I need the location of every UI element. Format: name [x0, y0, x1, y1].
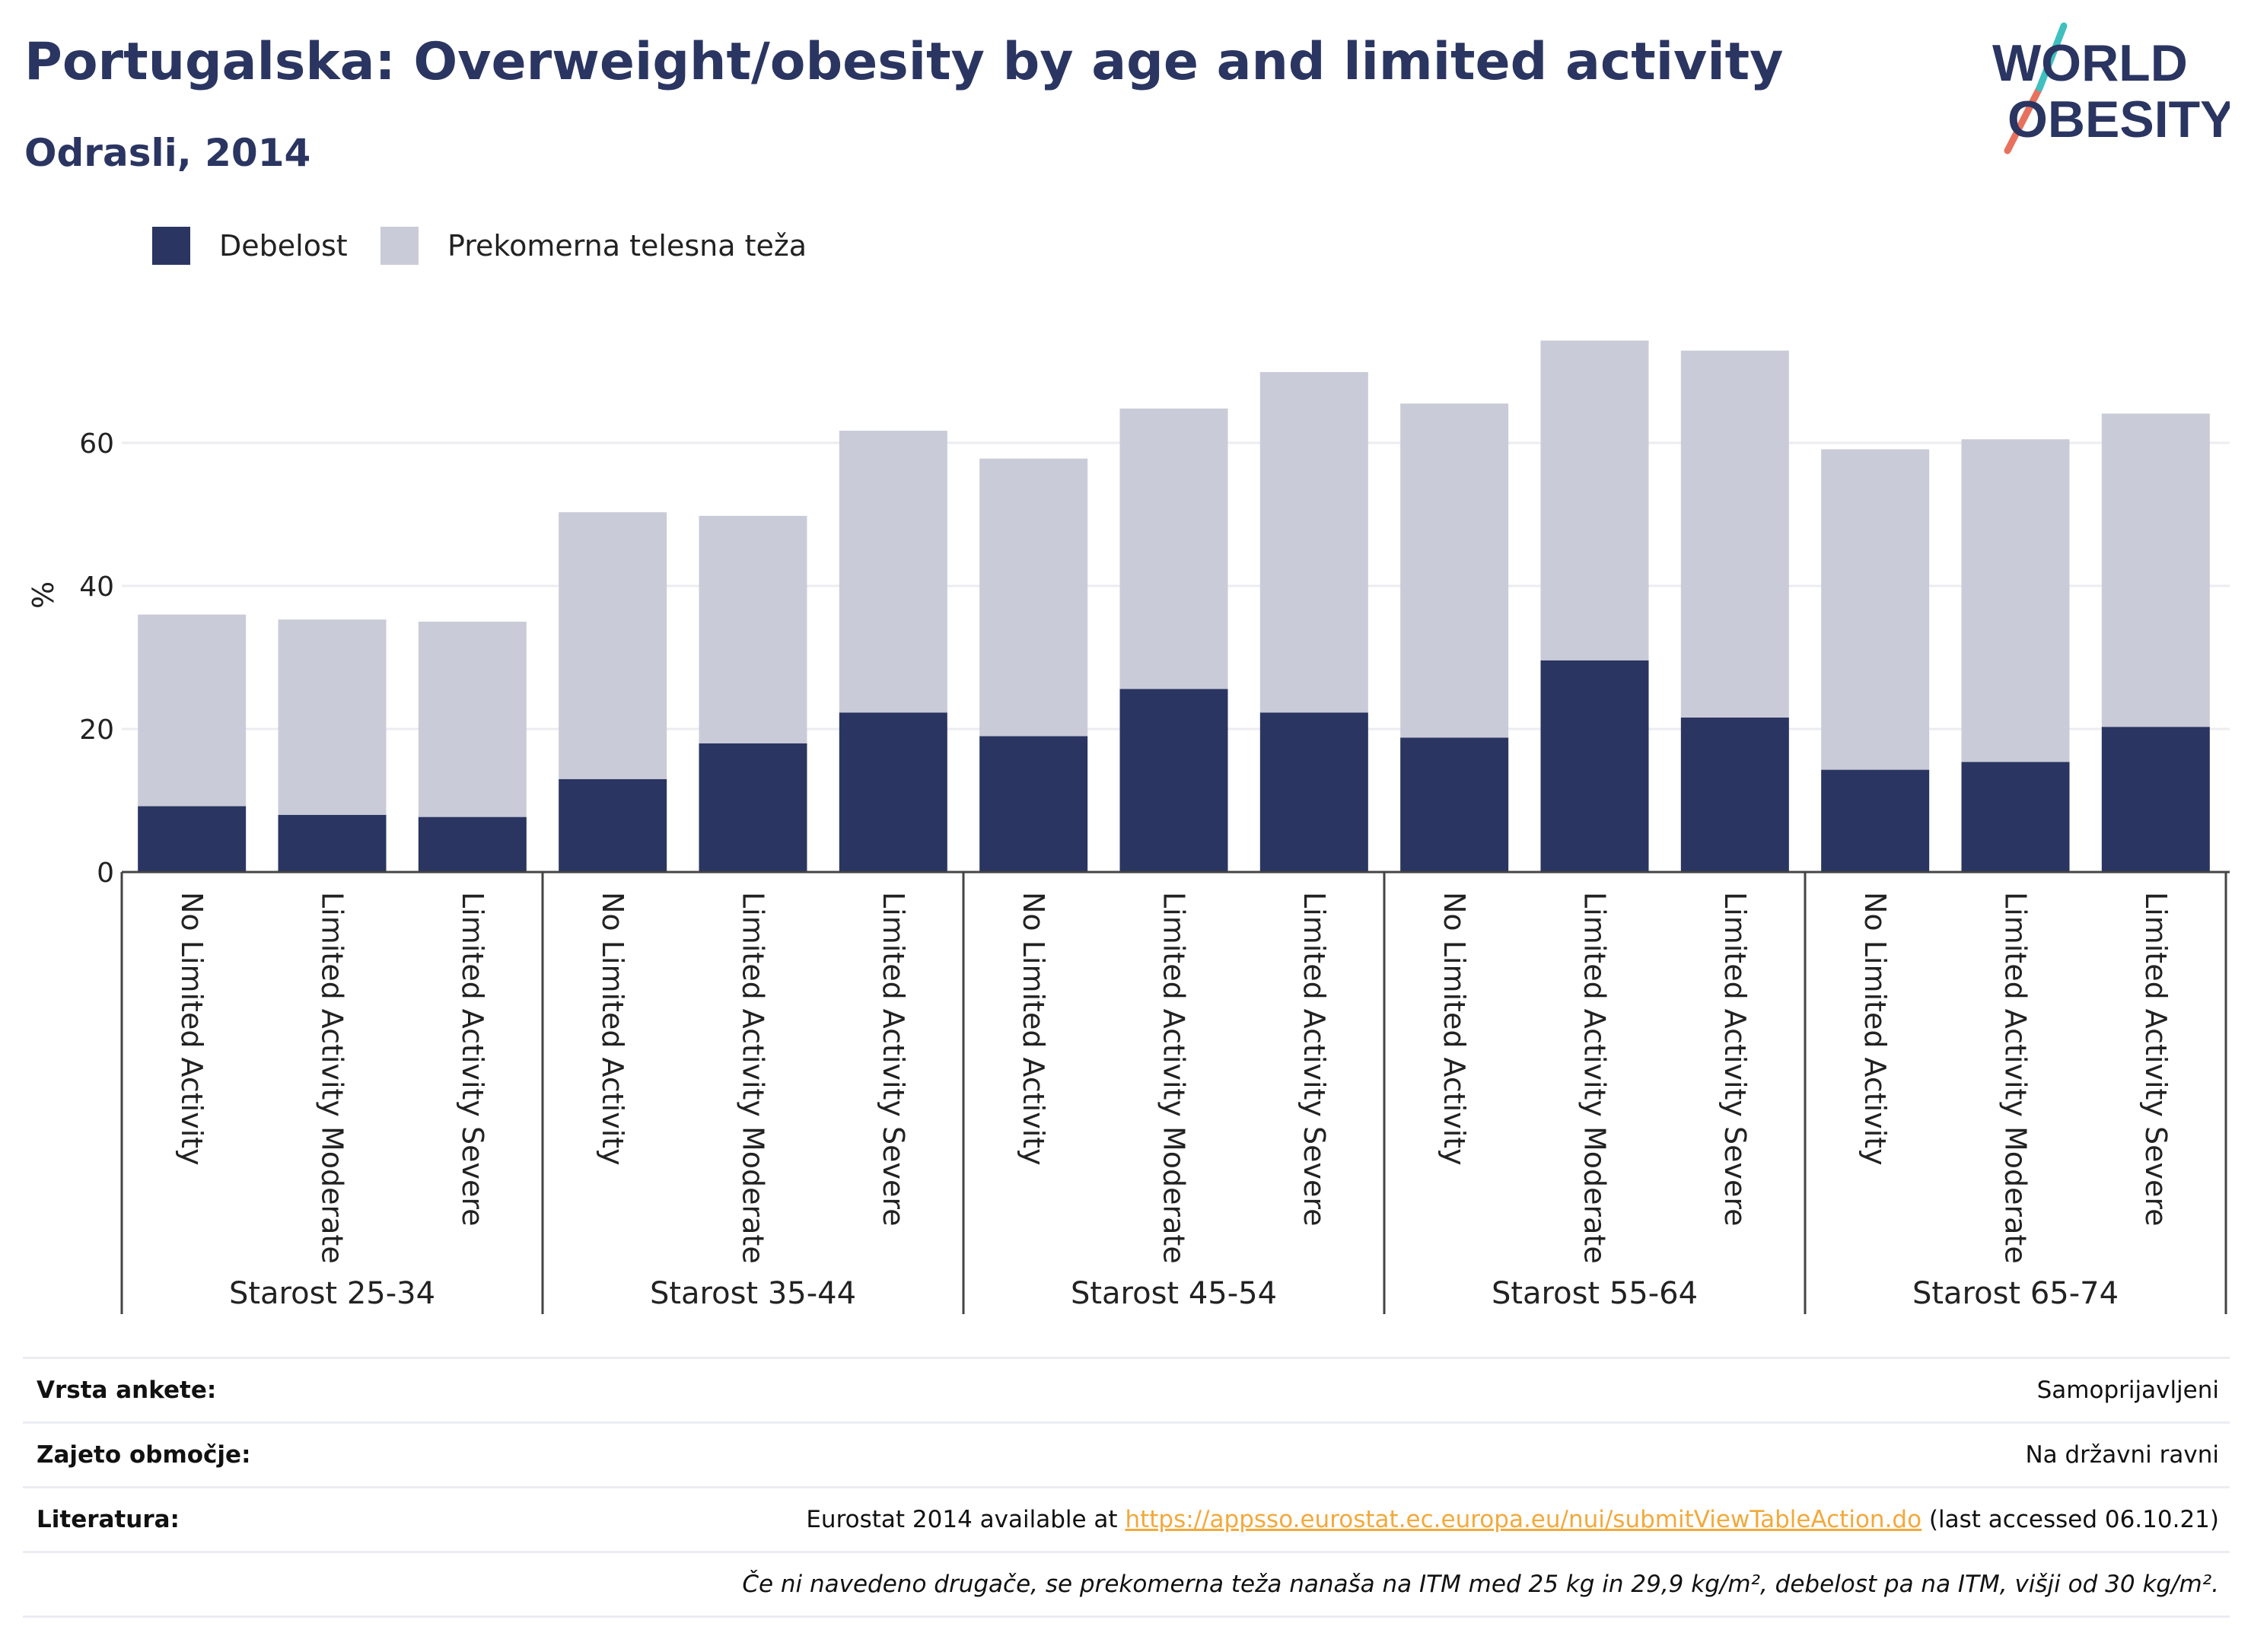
- x-tick-label: Limited Activity Severe: [877, 892, 910, 1227]
- logo-text-obesity: OBESITY: [2007, 91, 2230, 148]
- x-tick-label: Limited Activity Moderate: [1157, 892, 1191, 1264]
- bar-obesity-6[interactable]: [979, 736, 1088, 872]
- reference-link[interactable]: https://appsso.eurostat.ec.europa.eu/nui…: [1125, 1506, 1922, 1533]
- legend-label-overweight: Prekomerna telesna teža: [447, 229, 807, 263]
- group-label: Starost 45-54: [1071, 1276, 1277, 1311]
- bar-obesity-3[interactable]: [559, 778, 667, 872]
- bar-obesity-12[interactable]: [1821, 769, 1930, 872]
- bar-overweight-4[interactable]: [699, 515, 807, 743]
- bar-overweight-5[interactable]: [839, 431, 947, 713]
- bar-obesity-13[interactable]: [1961, 762, 2070, 872]
- axes: 0 20 40 60% No Limited Activity Limited Activ…: [27, 428, 2230, 1314]
- info-table: Vrsta ankete: Samoprijavljeni Zajeto obm…: [23, 1357, 2230, 1618]
- legend-swatch-obesity: [152, 227, 190, 265]
- stacked-bar-chart: 0 20 40 60% No Limited Activity Limited Activ…: [27, 340, 2230, 1314]
- bar-overweight-2[interactable]: [418, 622, 527, 817]
- group-label: Starost 35-44: [650, 1276, 856, 1311]
- y-tick-label: 0: [97, 858, 114, 889]
- x-tick-label: No Limited Activity: [1438, 892, 1471, 1166]
- survey-type-label: Vrsta ankete:: [37, 1377, 217, 1404]
- y-tick-label: 60: [79, 428, 114, 460]
- x-tick-label: Limited Activity Severe: [1718, 892, 1752, 1227]
- bars: [138, 340, 2210, 872]
- reference-prefix: Eurostat 2014 available at: [806, 1506, 1126, 1533]
- bar-overweight-8[interactable]: [1259, 371, 1368, 713]
- bar-overweight-7[interactable]: [1119, 408, 1228, 689]
- y-tick-label: 20: [79, 715, 114, 746]
- bar-obesity-7[interactable]: [1119, 689, 1228, 872]
- bar-overweight-0[interactable]: [138, 614, 247, 807]
- x-tick-label: Limited Activity Moderate: [316, 892, 349, 1264]
- x-tick-label: No Limited Activity: [175, 892, 209, 1166]
- x-tick-label: No Limited Activity: [1017, 892, 1050, 1166]
- info-row-reference: Literatura: Eurostat 2014 available at h…: [23, 1486, 2230, 1551]
- page-subtitle: Odrasli, 2014: [24, 131, 311, 175]
- x-tick-label: Limited Activity Moderate: [1578, 892, 1612, 1264]
- x-tick-label: Limited Activity Severe: [456, 892, 489, 1227]
- world-obesity-logo: WORLD OBESITY: [1992, 22, 2230, 154]
- y-tick-label: 40: [79, 571, 114, 603]
- page-title: Portugalska: Overweight/obesity by age a…: [24, 32, 1784, 92]
- bar-overweight-3[interactable]: [559, 512, 667, 779]
- info-row-coverage: Zajeto območje: Na državni ravni: [23, 1421, 2230, 1486]
- logo-slash-teal: [2036, 22, 2068, 92]
- x-tick-label: Limited Activity Moderate: [737, 892, 770, 1264]
- bar-overweight-11[interactable]: [1680, 350, 1789, 718]
- logo-slash-coral: [2004, 84, 2043, 154]
- x-tick-label: No Limited Activity: [1858, 892, 1892, 1166]
- bar-obesity-2[interactable]: [418, 816, 527, 872]
- reference-value: Eurostat 2014 available at https://appss…: [806, 1488, 2219, 1551]
- definition-note: Če ni navedeno drugače, se prekomerna te…: [742, 1571, 2219, 1598]
- bar-obesity-10[interactable]: [1540, 660, 1649, 872]
- x-tick-label: No Limited Activity: [596, 892, 629, 1166]
- legend-swatch-overweight: [380, 227, 419, 265]
- bar-overweight-6[interactable]: [979, 458, 1088, 737]
- info-row-note: Če ni navedeno drugače, se prekomerna te…: [23, 1551, 2230, 1618]
- coverage-label: Zajeto območje:: [37, 1441, 251, 1469]
- bar-obesity-8[interactable]: [1259, 712, 1368, 872]
- bar-obesity-1[interactable]: [278, 814, 387, 872]
- y-axis-label: %: [27, 581, 60, 609]
- bar-obesity-11[interactable]: [1680, 717, 1789, 872]
- bar-obesity-9[interactable]: [1400, 737, 1509, 872]
- reference-suffix: (last accessed 06.10.21): [1921, 1506, 2219, 1533]
- bar-overweight-13[interactable]: [1961, 439, 2070, 762]
- group-label: Starost 55-64: [1492, 1276, 1698, 1311]
- bar-obesity-5[interactable]: [839, 712, 947, 872]
- x-tick-label: Limited Activity Severe: [1297, 892, 1331, 1227]
- bar-obesity-0[interactable]: [138, 806, 247, 872]
- logo-text-world: WORLD: [1992, 34, 2188, 92]
- bar-overweight-10[interactable]: [1540, 340, 1649, 660]
- bar-overweight-1[interactable]: [278, 619, 387, 815]
- bar-obesity-4[interactable]: [699, 743, 807, 872]
- bar-overweight-14[interactable]: [2101, 413, 2210, 727]
- bar-obesity-14[interactable]: [2101, 727, 2210, 872]
- reference-label: Literatura:: [37, 1506, 180, 1533]
- bar-overweight-12[interactable]: [1821, 449, 1930, 770]
- x-tick-label: Limited Activity Moderate: [1999, 892, 2033, 1264]
- group-label: Starost 25-34: [229, 1276, 435, 1311]
- legend-label-obesity: Debelost: [219, 229, 348, 263]
- coverage-value: Na državni ravni: [2025, 1441, 2219, 1469]
- info-row-survey-type: Vrsta ankete: Samoprijavljeni: [23, 1357, 2230, 1421]
- x-tick-label: Limited Activity Severe: [2139, 892, 2173, 1227]
- bar-overweight-9[interactable]: [1400, 403, 1509, 738]
- group-label: Starost 65-74: [1912, 1276, 2119, 1311]
- survey-type-value: Samoprijavljeni: [2036, 1377, 2219, 1404]
